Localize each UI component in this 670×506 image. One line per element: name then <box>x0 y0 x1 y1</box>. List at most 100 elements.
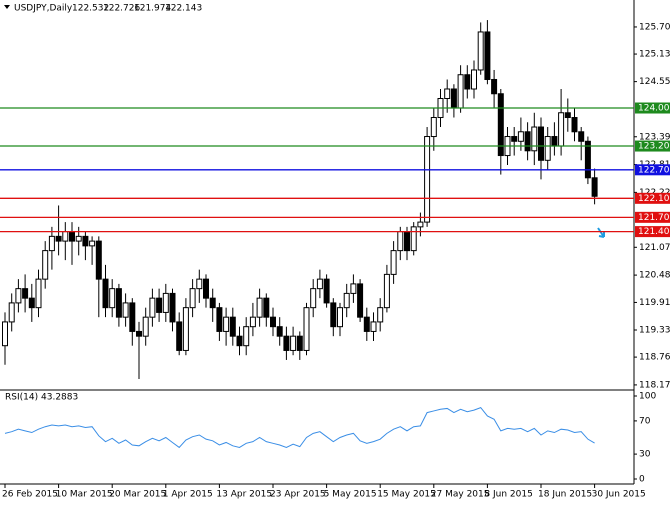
candle-body <box>397 231 404 252</box>
candle-body <box>316 278 323 290</box>
candle-body <box>69 231 75 242</box>
candle-body <box>571 117 578 133</box>
x-tick-label: 18 Jun 2015 <box>538 490 592 500</box>
candle-body <box>209 297 216 309</box>
level-label: 122.700 <box>638 165 670 175</box>
candle-body <box>28 297 35 309</box>
candle-body <box>109 288 116 309</box>
candle-body <box>511 136 518 142</box>
level-tag <box>635 140 670 152</box>
x-tick-label: 23 Apr 2015 <box>270 490 326 500</box>
candle-body <box>156 297 163 313</box>
x-tick-label: 8 Jun 2015 <box>484 490 532 500</box>
x-tick-label: 20 Mar 2015 <box>109 490 166 500</box>
candle-body <box>89 240 96 247</box>
candle-body <box>8 302 15 323</box>
candle-body <box>417 221 424 228</box>
candle-body <box>538 126 544 161</box>
candle-body <box>55 235 62 242</box>
candle-body <box>564 112 571 119</box>
rsi-tick-label: 100 <box>639 392 656 402</box>
candle-body <box>142 316 149 337</box>
candle-body <box>102 278 109 309</box>
level-label: 121.400 <box>638 227 670 237</box>
arrow-annotation <box>597 227 605 238</box>
candle-body <box>270 316 276 328</box>
candle-body <box>337 307 343 328</box>
candle-body <box>149 297 156 318</box>
candle-body <box>390 250 397 275</box>
candle-body <box>357 283 364 318</box>
candle-body <box>343 292 350 309</box>
candle-body <box>189 288 196 309</box>
candle-body <box>517 131 524 142</box>
candle-body <box>276 326 283 337</box>
candle-body <box>2 321 8 347</box>
level-tag <box>635 211 670 223</box>
ohlc-high: 122.726 <box>103 4 140 14</box>
level-tag <box>635 102 670 114</box>
y-tick-label: 118.175 <box>639 380 670 390</box>
candle-body <box>115 288 122 318</box>
rsi-value: 43.2883 <box>41 393 78 403</box>
candle-body <box>236 335 243 347</box>
candle-body <box>330 302 337 328</box>
candle-body <box>290 335 297 351</box>
ohlc-close: 122.143 <box>165 4 202 14</box>
candle-body <box>310 288 317 309</box>
candle-body <box>303 307 310 351</box>
candle-body <box>62 231 69 242</box>
candle-body <box>578 131 585 142</box>
candle-body <box>457 74 464 109</box>
candle-body <box>544 136 551 161</box>
candle-body <box>430 117 437 138</box>
y-tick-label: 119.910 <box>639 298 670 308</box>
x-tick-label: 1 Apr 2015 <box>163 490 213 500</box>
candle-body <box>370 321 377 332</box>
candle-body <box>363 316 370 332</box>
candle-body <box>35 278 42 309</box>
ohlc-open: 122.532 <box>72 4 109 14</box>
x-tick-label: 5 May 2015 <box>324 490 377 500</box>
candle-body <box>471 69 477 90</box>
candle-body <box>75 235 82 242</box>
candle-body <box>82 235 89 247</box>
candle-body <box>216 307 223 332</box>
candle-body <box>350 283 357 294</box>
level-label: 121.700 <box>638 213 670 223</box>
candle-body <box>524 131 531 152</box>
candle-body <box>484 31 491 80</box>
level-label: 122.100 <box>638 194 670 204</box>
candle-body <box>182 307 189 351</box>
candle-body <box>424 136 431 223</box>
level-tag <box>635 164 670 176</box>
candle-body <box>169 292 176 323</box>
y-tick-label: 123.395 <box>639 132 670 142</box>
candle-body <box>15 288 22 304</box>
candle-body <box>136 330 142 337</box>
x-tick-label: 27 May 2015 <box>431 490 490 500</box>
candle-body <box>223 316 230 332</box>
candle-body <box>531 126 538 152</box>
candle-body <box>48 235 55 252</box>
rsi-label: RSI(14) <box>5 393 38 403</box>
candle-body <box>410 226 417 252</box>
rsi-tick-label: 30 <box>639 450 651 460</box>
candle-body <box>229 316 236 337</box>
x-tick-label: 26 Feb 2015 <box>2 490 58 500</box>
x-tick-label: 10 Mar 2015 <box>56 490 113 500</box>
rsi-tick-label: 0 <box>639 475 645 485</box>
candle-body <box>296 335 303 351</box>
candle-body <box>176 321 183 351</box>
candle-body <box>591 177 598 197</box>
level-tag <box>635 192 670 204</box>
y-tick-label: 118.760 <box>639 353 670 363</box>
candle-body <box>497 93 504 157</box>
candle-body <box>196 278 203 290</box>
x-tick-label: 13 Apr 2015 <box>216 490 272 500</box>
x-tick-label: 30 Jun 2015 <box>592 490 646 500</box>
candle-body <box>491 78 498 95</box>
level-tag <box>635 226 670 238</box>
